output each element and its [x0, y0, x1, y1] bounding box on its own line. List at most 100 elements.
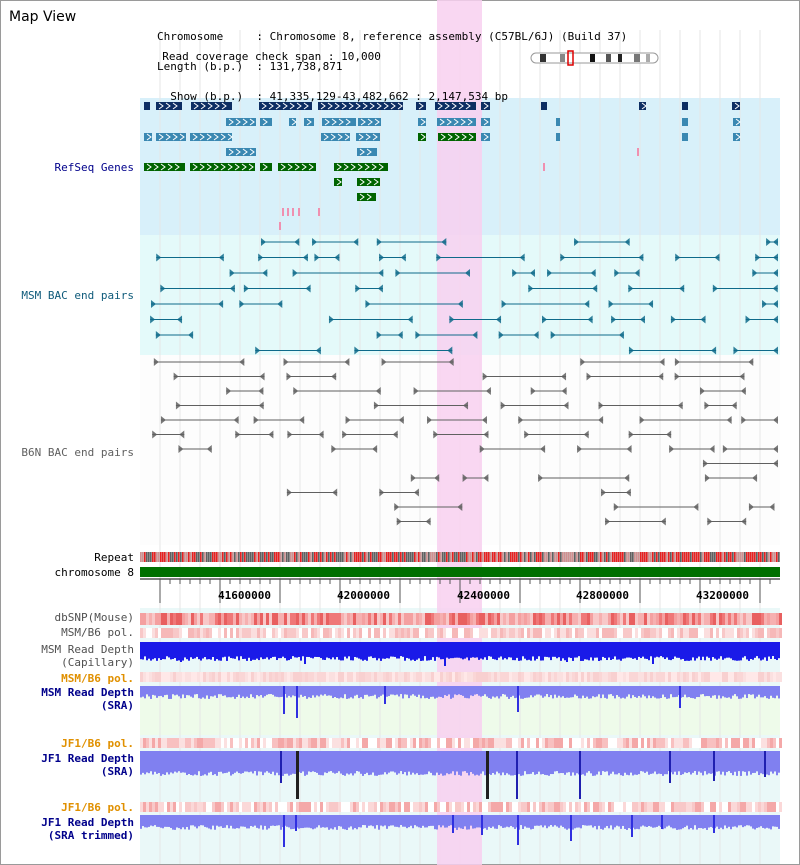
jf1-sra-depth	[440, 751, 442, 774]
b6n-bac-pair-end	[740, 387, 746, 395]
jf1-b6-pol-cell	[596, 738, 599, 748]
msm-sra-depth	[660, 686, 662, 699]
gene-strand-arrow	[437, 102, 443, 110]
msm-capillary-depth	[312, 642, 314, 659]
repeat-element	[188, 552, 190, 562]
msm-sra-depth	[600, 686, 602, 699]
repeat-element	[764, 552, 766, 562]
track-label-msm-b6-pol-2[interactable]: MSM/B6 pol.	[61, 672, 134, 685]
msm-b6-pol-cell	[194, 628, 197, 638]
dbsnp-cell	[338, 613, 341, 625]
msm-capillary-depth	[184, 642, 186, 658]
msm-capillary-depth	[462, 642, 464, 660]
track-label-msm-depth-cap[interactable]: MSM Read Depth (Capillary)	[41, 643, 134, 669]
jf1-b6-pol-cell	[296, 738, 299, 748]
jf1-trimmed-depth	[626, 815, 628, 830]
msm-b6-pol-cell	[692, 628, 695, 638]
jf1-b6-pol-2-cell	[350, 802, 353, 812]
track-label-msm-b6-pol[interactable]: MSM/B6 pol.	[61, 626, 134, 639]
b6n-bac-pair-end	[462, 474, 468, 482]
track-label-msm-depth-sra[interactable]: MSM Read Depth (SRA)	[41, 686, 134, 712]
msm-sra-depth	[300, 686, 302, 695]
jf1-sra-depth	[302, 751, 304, 772]
jf1-trimmed-depth	[428, 815, 430, 827]
msm-sra-depth	[612, 686, 614, 696]
b6n-bac-pair-end	[773, 445, 778, 453]
jf1-b6-pol-cell	[428, 738, 431, 748]
jf1-trimmed-depth	[240, 815, 242, 827]
msm-sra-depth	[602, 686, 604, 695]
track-label-refseq[interactable]: RefSeq Genes	[54, 161, 134, 174]
msm-sra-depth	[150, 686, 152, 699]
repeat-element	[734, 552, 736, 562]
jf1-trimmed-depth	[638, 815, 640, 830]
jf1-b6-pol-2-cell	[536, 802, 539, 812]
jf1-b6-pol-2-cell	[269, 802, 272, 812]
msm-b6-pol-cell	[458, 628, 461, 638]
track-label-chromosome[interactable]: chromosome 8	[54, 566, 134, 579]
dbsnp-cell	[545, 613, 548, 625]
jf1-trimmed-depth	[532, 815, 534, 829]
jf1-b6-pol-cell	[263, 738, 266, 748]
b6n-bac-pair-end	[674, 358, 680, 366]
msm-sra-depth	[140, 686, 142, 698]
jf1-trimmed-depth	[718, 815, 720, 830]
msm-sra-depth	[590, 686, 592, 699]
msm-capillary-depth	[176, 642, 178, 661]
jf1-sra-depth	[640, 751, 642, 772]
jf1-sra-depth	[700, 751, 702, 773]
dbsnp-cell	[278, 613, 281, 625]
jf1-trimmed-depth	[274, 815, 276, 827]
track-label-msm-bac[interactable]: MSM BAC end pairs	[21, 289, 134, 302]
jf1-sra-depth	[630, 751, 632, 773]
jf1-sra-depth	[616, 751, 618, 775]
jf1-sra-depth	[680, 751, 682, 776]
track-label-jf1-depth[interactable]: JF1 Read Depth (SRA)	[41, 752, 134, 778]
track-label-b6n-bac[interactable]: B6N BAC end pairs	[21, 446, 134, 459]
jf1-trimmed-depth	[286, 815, 288, 827]
msm-sra-depth	[226, 686, 228, 698]
b6n-bac-pair-end	[769, 503, 775, 511]
track-label-jf1-b6-pol[interactable]: JF1/B6 pol.	[61, 737, 134, 750]
jf1-sra-depth	[328, 751, 330, 772]
jf1-trimmed-depth	[426, 815, 428, 828]
refseq-small-feature	[292, 208, 294, 216]
dbsnp-cell	[686, 613, 689, 625]
jf1-b6-pol-cell	[299, 738, 302, 748]
jf1-b6-pol-cell	[665, 738, 668, 748]
dbsnp-cell	[692, 613, 695, 625]
msm-capillary-depth	[520, 642, 522, 661]
jf1-sra-depth	[308, 751, 310, 772]
jf1-trimmed-depth	[220, 815, 222, 827]
track-label-jf1-b6-pol-2[interactable]: JF1/B6 pol.	[61, 801, 134, 814]
dbsnp-cell	[380, 613, 383, 625]
repeat-element	[472, 552, 474, 562]
msm-capillary-depth	[614, 642, 616, 657]
repeat-element	[646, 552, 648, 562]
jf1-b6-pol-cell	[611, 738, 614, 748]
jf1-b6-pol-cell	[332, 738, 335, 748]
jf1-b6-pol-cell	[752, 738, 755, 748]
track-label-dbsnp[interactable]: dbSNP(Mouse)	[54, 611, 134, 624]
length-label: Length (b.p.)	[157, 60, 244, 73]
jf1-b6-pol-cell	[233, 738, 236, 748]
gene-strand-arrow	[242, 148, 248, 156]
msm-capillary-depth	[576, 642, 578, 658]
track-label-repeat[interactable]: Repeat	[94, 551, 134, 564]
jf1-b6-pol-cell	[200, 738, 203, 748]
gene-strand-arrow	[344, 133, 350, 141]
msm-bac-pair-end	[262, 269, 268, 277]
jf1-trimmed-depth	[596, 815, 598, 830]
msm-capillary-depth	[472, 642, 474, 658]
msm-b6-pol-cell	[494, 628, 497, 638]
repeat-element	[152, 552, 154, 562]
track-label-jf1-depth-trim[interactable]: JF1 Read Depth (SRA trimmed)	[41, 816, 134, 842]
jf1-trimmed-depth	[506, 815, 508, 827]
refseq-gene	[733, 118, 740, 126]
repeat-element	[252, 552, 254, 562]
jf1-sra-depth	[766, 751, 768, 775]
msm-b6-pol-cell	[542, 628, 545, 638]
repeat-element	[632, 552, 634, 562]
jf1-sra-depth	[732, 751, 734, 776]
